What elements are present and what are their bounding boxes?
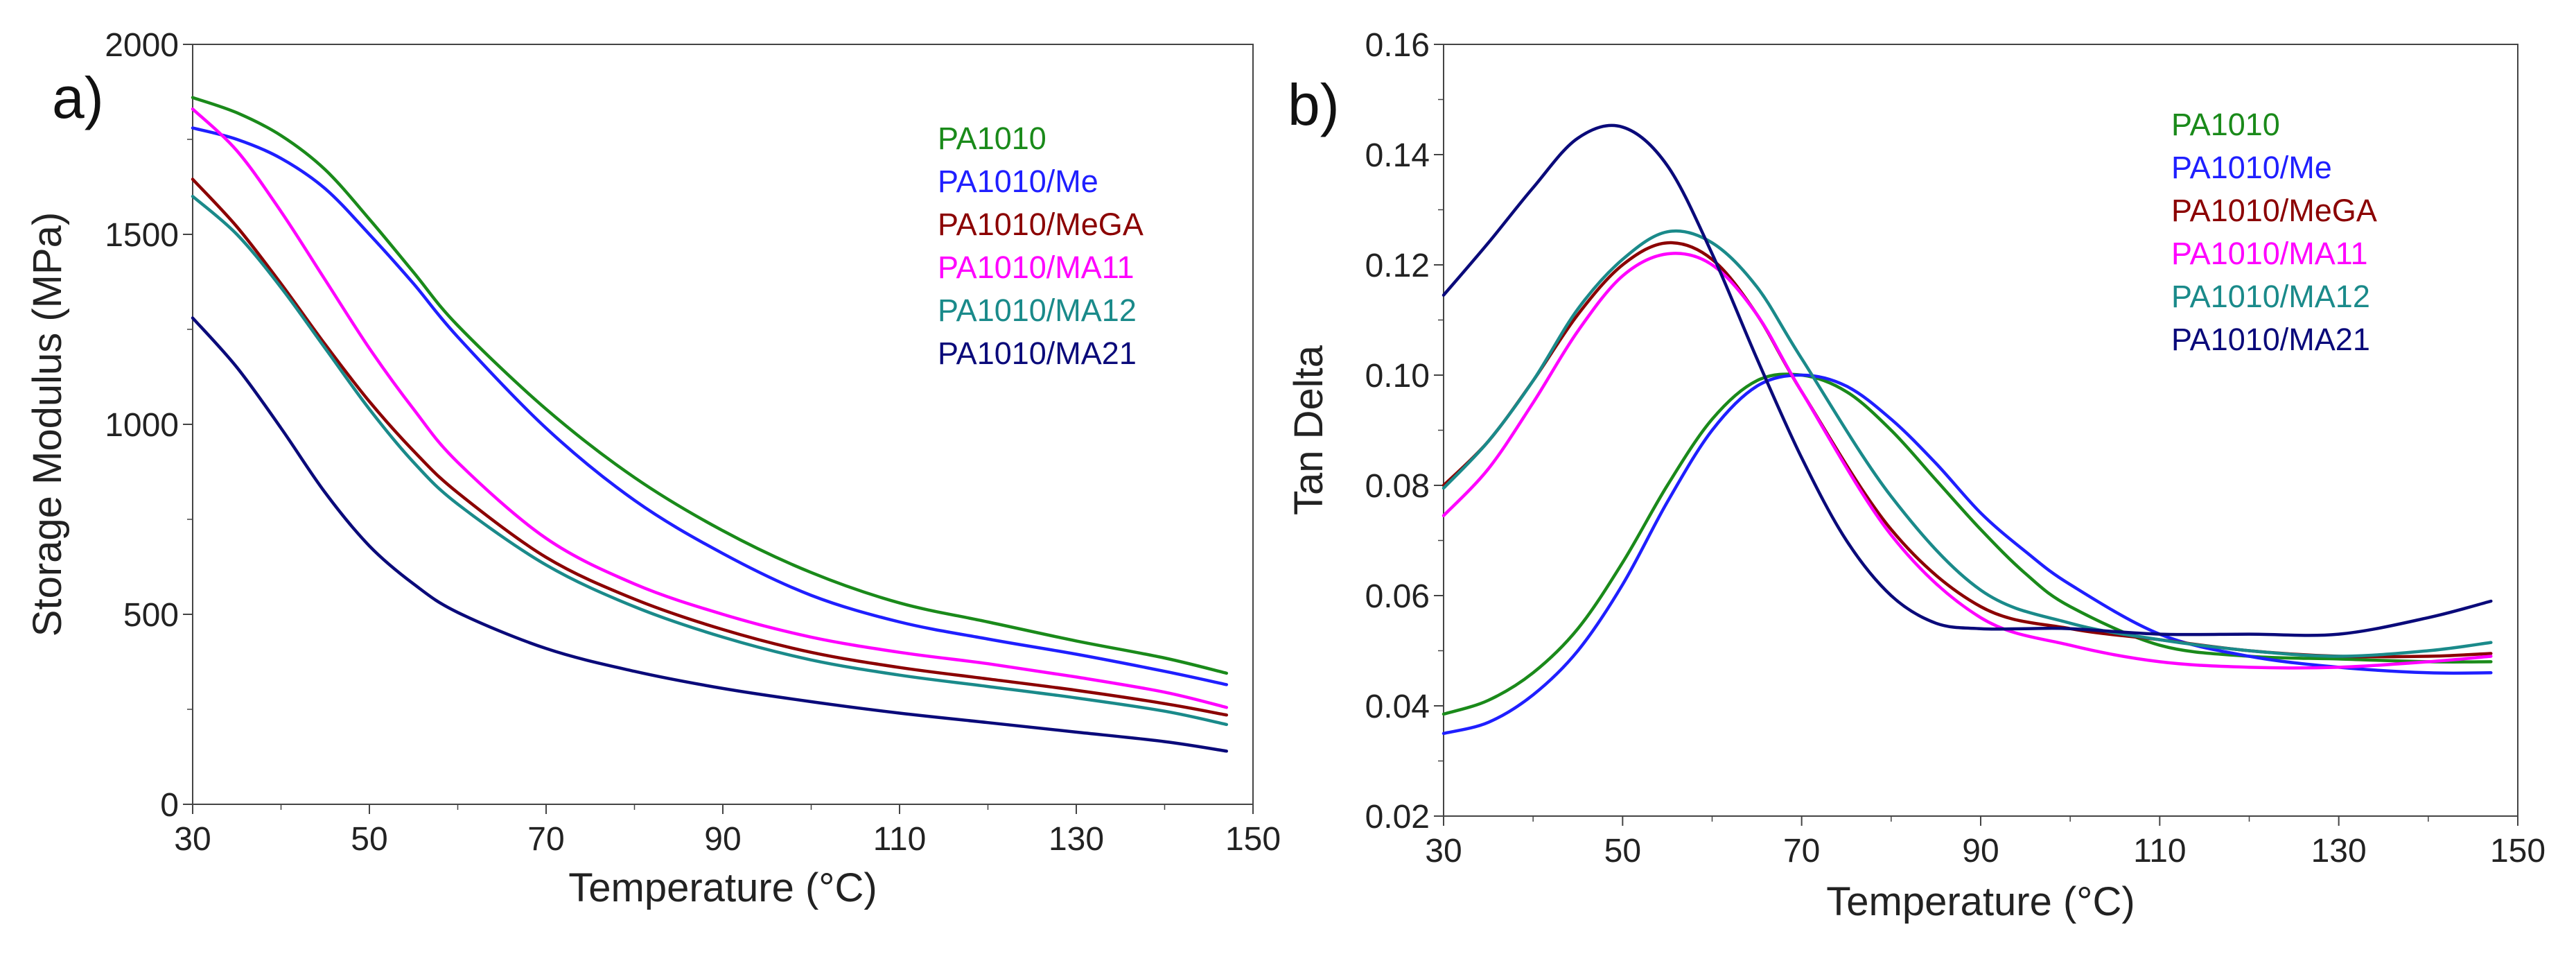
panel-b-x-tick-label: 50 bbox=[1604, 833, 1641, 869]
panel-a-y-tick-label: 2000 bbox=[105, 27, 179, 64]
panel-b-y-tick-label: 0.10 bbox=[1365, 358, 1430, 395]
panel-a-x-axis-title: Temperature (°C) bbox=[568, 865, 877, 910]
panel-a-legend-entry-pa1010-ma21: PA1010/MA21 bbox=[938, 336, 1137, 371]
panel-a-series-line-pa1010-ma21 bbox=[191, 316, 1229, 753]
panel-a-legend-entry-pa1010-me: PA1010/Me bbox=[938, 164, 1098, 199]
panel-a-storage-modulus-chart: 30 50 70 90 110 130 1500500100015002000Tempera… bbox=[25, 27, 1281, 910]
panel-b-x-tick-label: 150 bbox=[2490, 833, 2546, 869]
panel-a-y-tick-label: 1500 bbox=[105, 217, 179, 254]
panel-a-series-line-pa1010-ma12 bbox=[191, 194, 1229, 727]
panel-b-y-tick-label: 0.12 bbox=[1365, 248, 1430, 284]
panel-b-panel-label: b) bbox=[1288, 72, 1340, 137]
panel-b-y-tick-label: 0.04 bbox=[1365, 689, 1430, 725]
panel-b-legend-entry-pa1010-ma21: PA1010/MA21 bbox=[2171, 322, 2370, 357]
panel-a-x-tick-label: 150 bbox=[1225, 821, 1281, 858]
panel-b-series-line-pa1010-ma12 bbox=[1442, 229, 2493, 658]
panel-a-series-line-pa1010-me bbox=[191, 126, 1229, 686]
panel-b-x-tick-label: 70 bbox=[1783, 833, 1820, 869]
panel-b-x-tick-label: 110 bbox=[2133, 833, 2187, 869]
panel-b-series-line-pa1010-ma21 bbox=[1442, 123, 2493, 637]
panel-a-x-tick-label: 90 bbox=[704, 821, 741, 858]
panel-b-legend-entry-pa1010-me: PA1010/Me bbox=[2171, 150, 2332, 185]
panel-a-x-tick-label: 110 bbox=[873, 821, 927, 858]
panel-b-x-tick-label: 90 bbox=[1962, 833, 1999, 869]
panel-a-legend-entry-pa1010-ma11: PA1010/MA11 bbox=[938, 250, 1134, 285]
panel-a-legend-entry-pa1010: PA1010 bbox=[938, 121, 1046, 156]
panel-b-legend-entry-pa1010: PA1010 bbox=[2171, 107, 2280, 142]
panel-a-series-line-pa1010-mega bbox=[191, 178, 1229, 717]
panel-b-y-tick-label: 0.16 bbox=[1365, 27, 1430, 64]
panel-b-x-tick-label: 130 bbox=[2311, 833, 2367, 869]
panel-a-series-line-pa1010 bbox=[191, 96, 1229, 675]
panel-a-legend-entry-pa1010-mega: PA1010/MeGA bbox=[938, 207, 1144, 242]
panel-b-y-tick-label: 0.06 bbox=[1365, 578, 1430, 615]
panel-a-x-tick-label: 50 bbox=[351, 821, 387, 858]
panel-a-y-tick-label: 0 bbox=[160, 787, 179, 824]
panel-b-legend-entry-pa1010-ma12: PA1010/MA12 bbox=[2171, 279, 2370, 314]
panel-a-y-axis-title: Storage Modulus (MPa) bbox=[25, 212, 70, 637]
panel-b-legend-entry-pa1010-ma11: PA1010/MA11 bbox=[2171, 236, 2368, 271]
panel-b-series-line-pa1010 bbox=[1442, 372, 2493, 716]
panel-b-y-axis-title: Tan Delta bbox=[1286, 345, 1331, 515]
panel-b-x-tick-label: 30 bbox=[1425, 833, 1462, 869]
panel-a-y-tick-label: 1000 bbox=[105, 407, 179, 444]
panel-b-y-tick-label: 0.02 bbox=[1365, 799, 1430, 836]
panel-b-legend-entry-pa1010-mega: PA1010/MeGA bbox=[2171, 193, 2377, 228]
panel-a-plot-frame bbox=[192, 44, 1254, 805]
panel-a-legend-entry-pa1010-ma12: PA1010/MA12 bbox=[938, 293, 1137, 328]
panel-b-y-tick-label: 0.08 bbox=[1365, 468, 1430, 505]
panel-a-series-line-pa1010-ma11 bbox=[191, 107, 1229, 709]
panel-b-x-axis-title: Temperature (°C) bbox=[1826, 879, 2135, 924]
panel-b-y-tick-label: 0.14 bbox=[1365, 137, 1430, 174]
panel-a-y-tick-label: 500 bbox=[123, 597, 179, 634]
panel-b-series-line-pa1010-me bbox=[1442, 373, 2493, 736]
panel-b-plot-frame bbox=[1443, 44, 2518, 817]
panel-a-panel-label: a) bbox=[52, 65, 104, 130]
panel-a-x-tick-label: 30 bbox=[174, 821, 211, 858]
panel-a-x-tick-label: 70 bbox=[527, 821, 564, 858]
panel-b-series-line-pa1010-ma11 bbox=[1442, 252, 2493, 670]
panel-a-x-tick-label: 130 bbox=[1049, 821, 1104, 858]
panel-b-tan-delta-chart: 30 50 70 90 110 130 150 0.02 0.04 0.06 0.08 0.10 0.1… bbox=[1286, 27, 2546, 924]
